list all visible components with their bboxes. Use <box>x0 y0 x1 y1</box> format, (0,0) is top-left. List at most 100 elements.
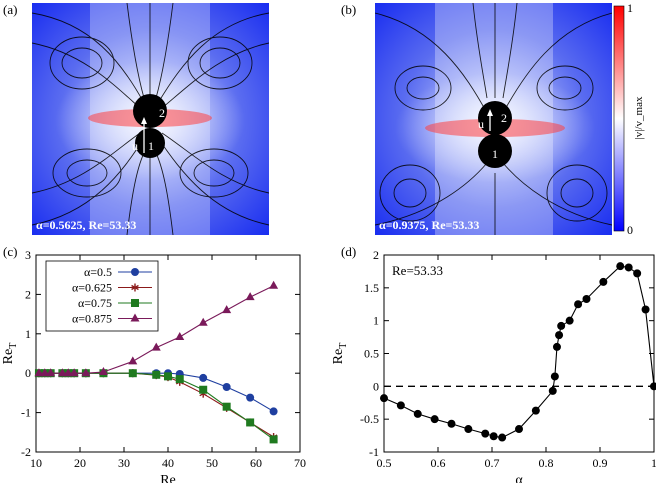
y-tick-label: -1 <box>21 406 31 420</box>
x-axis-label: Re <box>160 473 176 483</box>
data-point <box>198 317 208 326</box>
y-tick-label: 0 <box>25 366 31 380</box>
colorbar: 1 0 |v|/v_max <box>613 1 645 237</box>
data-point <box>498 433 507 442</box>
data-point <box>380 394 388 403</box>
y-tick-label: 0.5 <box>364 347 379 361</box>
panel-c-label: (c) <box>3 244 18 259</box>
x-tick-label: 40 <box>162 456 174 470</box>
series-line <box>383 265 655 439</box>
y-axis-label: ReT <box>331 343 349 365</box>
legend-box <box>45 260 159 332</box>
data-point <box>557 321 566 330</box>
data-point <box>269 280 279 289</box>
data-point <box>152 370 161 379</box>
data-point <box>175 375 184 384</box>
data-point <box>128 356 138 365</box>
data-point <box>413 409 422 418</box>
data-point <box>269 435 278 444</box>
data-point <box>515 425 523 434</box>
x-tick-label: 0.8 <box>539 456 554 470</box>
x-tick-label: 20 <box>74 456 86 470</box>
x-tick-label: 60 <box>250 456 262 470</box>
data-point <box>624 263 633 272</box>
x-tick-label: 70 <box>294 456 306 470</box>
x-tick-label: 30 <box>118 456 130 470</box>
data-point <box>46 368 56 377</box>
chart-annotation: Re=53.33 <box>392 263 443 278</box>
data-point <box>489 432 498 441</box>
data-point <box>245 292 255 301</box>
velocity-label-b: u <box>478 117 484 131</box>
data-point <box>81 368 91 377</box>
data-point <box>481 429 490 438</box>
series-line <box>38 372 274 438</box>
x-tick-label: 0.6 <box>431 456 446 470</box>
data-point <box>641 305 650 314</box>
panel-d-label: (d) <box>341 244 357 259</box>
disk-bottom-label-a: 1 <box>148 139 154 153</box>
data-point <box>222 305 232 314</box>
data-point <box>222 402 231 411</box>
y-tick-label: -0.5 <box>360 412 379 426</box>
data-point <box>616 262 625 271</box>
caption-a: α=0.5625, Re=53.33 <box>36 218 136 232</box>
y-tick-label: 0 <box>373 379 379 393</box>
caption-b: α=0.9375, Re=53.33 <box>379 218 479 232</box>
data-point <box>199 385 208 394</box>
legend-marker <box>130 313 140 322</box>
data-point <box>246 418 255 427</box>
data-point <box>98 367 108 376</box>
plot-frame <box>383 254 655 453</box>
data-point <box>63 368 73 377</box>
y-tick-label: -1 <box>369 445 379 459</box>
flow-field-a: 2 1 u α=0.5625, Re=53.33 <box>32 3 269 235</box>
data-point <box>269 407 278 416</box>
chart-re-t-vs-alpha: 0.5 0.6 0.7 0.8 0.9 1 -1 -0.5 0 0.5 1 1.5 2 α ReT Re=53… <box>331 248 656 483</box>
data-point <box>175 331 185 340</box>
data-point <box>34 368 44 377</box>
data-point <box>40 368 50 377</box>
disk-top-label-b: 2 <box>501 111 507 125</box>
x-tick-label: 10 <box>30 456 42 470</box>
colorbar-max-tick: 1 <box>627 1 633 15</box>
data-point <box>128 369 137 378</box>
data-point <box>396 401 405 410</box>
x-tick-label: 50 <box>206 456 218 470</box>
data-point <box>164 372 172 381</box>
data-point <box>565 316 574 325</box>
colorbar-label: |v|/v_max <box>633 96 645 139</box>
x-tick-label: 0.5 <box>377 456 392 470</box>
data-point <box>582 294 591 303</box>
data-point <box>199 373 208 382</box>
legend-label: α=0.875 <box>72 312 112 326</box>
data-point <box>464 425 473 434</box>
disk-top-label-a: 2 <box>159 106 165 120</box>
data-point <box>531 406 540 415</box>
data-point <box>430 415 439 424</box>
x-tick-label: 0.7 <box>485 456 500 470</box>
flow-field-b: 2 1 u α=0.9375, Re=53.33 <box>375 3 612 235</box>
x-tick-label: 1 <box>651 456 656 470</box>
data-point <box>633 269 642 278</box>
x-axis-label: α <box>515 473 523 483</box>
data-point <box>151 342 161 351</box>
data-point <box>69 368 79 377</box>
legend-marker <box>131 299 139 307</box>
y-tick-label: 2 <box>373 248 379 262</box>
data-point <box>599 277 608 286</box>
y-tick-label: -2 <box>21 445 31 459</box>
data-point <box>57 368 67 377</box>
data-point <box>555 331 564 340</box>
velocity-label-a: u <box>132 139 138 153</box>
series-line <box>38 372 274 440</box>
disk-bottom-label-b: 1 <box>492 147 498 161</box>
colorbar-min-tick: 0 <box>627 223 633 237</box>
data-point <box>650 382 656 391</box>
legend-marker <box>131 283 139 292</box>
data-point <box>548 386 557 395</box>
data-point <box>246 393 255 402</box>
y-tick-label: 1.5 <box>364 281 379 295</box>
data-point <box>552 342 561 351</box>
chart-re-t-vs-re: 10 20 30 40 50 60 70 -2 -1 0 1 2 3 Re ReT α=0.5 α=0.625… <box>1 248 306 483</box>
